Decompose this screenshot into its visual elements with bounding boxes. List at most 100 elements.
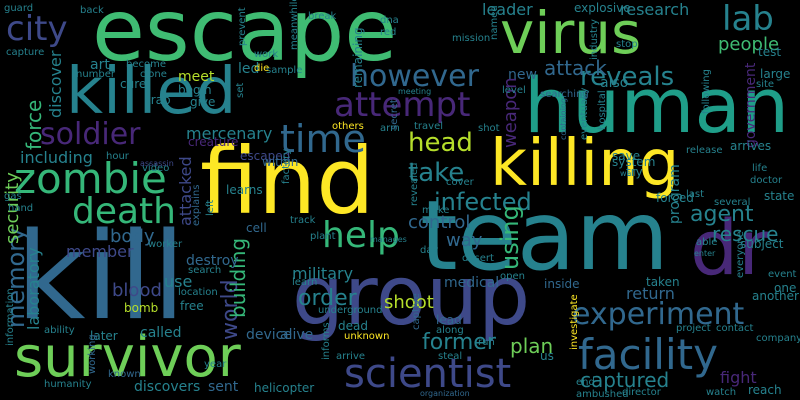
- word-along: along: [436, 325, 464, 336]
- word-eventually: eventually: [579, 87, 590, 140]
- word-event: event: [768, 269, 797, 280]
- word-plan: plan: [510, 334, 554, 358]
- word-take: take: [408, 158, 465, 188]
- word-killed: killed: [66, 55, 237, 129]
- word-shot: shot: [478, 123, 500, 134]
- word-government: government: [743, 62, 759, 148]
- word-track: track: [290, 215, 316, 226]
- word-creature: creature: [188, 135, 239, 149]
- word-investigate: investigate: [569, 294, 580, 350]
- word-mission: mission: [452, 33, 491, 44]
- word-ambushed: ambushed: [576, 389, 629, 400]
- word-project: project: [676, 323, 711, 334]
- word-industry: industry: [589, 19, 600, 60]
- word-site: site: [756, 79, 775, 90]
- word-guard: guard: [4, 3, 34, 14]
- word-group: group: [292, 249, 531, 344]
- word-open: open: [500, 271, 525, 282]
- word-red: red: [380, 27, 397, 38]
- word-people: people: [718, 34, 780, 55]
- word-capture: capture: [6, 47, 45, 58]
- word-shoot: shoot: [384, 292, 434, 313]
- word-free: free: [180, 299, 204, 313]
- word-discover: discover: [46, 50, 65, 118]
- word-everyone: everyone: [735, 231, 746, 278]
- word-hospital: hospital: [597, 90, 608, 130]
- word-try: try: [626, 165, 643, 179]
- word-worker: worker: [148, 239, 183, 250]
- word-find: find: [200, 128, 375, 235]
- word-explains: explains: [191, 184, 202, 226]
- word-experiment: experiment: [572, 297, 745, 332]
- word-work: work: [254, 49, 279, 60]
- word-forced: forced: [656, 191, 694, 205]
- word-survivor: survivor: [14, 325, 241, 390]
- word-factory: factory: [281, 148, 292, 184]
- word-remaining: remaining: [351, 27, 365, 88]
- word-military: military: [292, 264, 354, 283]
- word-named: named: [489, 5, 500, 40]
- word-member: member: [66, 242, 134, 261]
- word-make: make: [422, 205, 450, 216]
- word-taken: taken: [646, 275, 680, 289]
- word-number: number: [76, 69, 116, 80]
- word-rescue: rescue: [712, 222, 779, 246]
- word-zombie: zombie: [14, 154, 167, 203]
- word-arrive: arrive: [336, 351, 366, 362]
- word-later: later: [90, 329, 118, 343]
- word-mercenary: mercenary: [186, 124, 273, 143]
- word-humanity: humanity: [44, 379, 92, 390]
- word-death: death: [72, 191, 176, 232]
- word-hand: hand: [8, 203, 34, 214]
- word-attempt: attempt: [334, 85, 471, 125]
- word-back: back: [80, 5, 104, 16]
- word-left: left: [205, 199, 216, 216]
- word-escaped: escaped: [240, 149, 291, 163]
- word-another: another: [752, 289, 799, 303]
- word-begin: begin: [178, 83, 212, 97]
- word-soldier: soldier: [40, 117, 141, 152]
- word-control: control: [408, 212, 471, 233]
- word-watch: watch: [706, 387, 737, 398]
- word-ability: ability: [44, 325, 75, 336]
- word-arrives: arrives: [730, 139, 772, 153]
- word-bomb: bomb: [124, 301, 159, 315]
- word-however: however: [350, 59, 479, 94]
- word-escape: escape: [92, 0, 398, 81]
- word-scientist: scientist: [344, 351, 512, 397]
- word-agent: agent: [690, 202, 754, 227]
- word-unknown: unknown: [344, 331, 390, 342]
- word-research: research: [620, 0, 690, 19]
- word-set: set: [235, 82, 246, 98]
- word-working: working: [87, 334, 98, 374]
- word-us: us: [540, 349, 554, 363]
- word-time: time: [280, 117, 366, 161]
- word-end: end: [576, 377, 595, 388]
- word-meanwhile: meanwhile: [289, 0, 300, 50]
- word-reveals: reveals: [580, 62, 675, 92]
- word-last: last: [686, 189, 705, 200]
- word-art: art: [90, 57, 110, 73]
- word-state: state: [764, 189, 795, 203]
- word-dna: dna: [380, 15, 399, 26]
- word-prevent: prevent: [237, 7, 248, 46]
- word-within: within: [262, 155, 299, 169]
- word-destroy: destroy: [186, 253, 239, 269]
- word-including: including: [20, 148, 93, 167]
- word-called: called: [140, 325, 182, 341]
- word-break: break: [308, 11, 337, 22]
- word-order: order: [298, 286, 357, 311]
- word-facility: facility: [578, 330, 718, 379]
- word-clone: clone: [140, 69, 167, 80]
- word-use: use: [164, 272, 193, 291]
- word-meeting: meeting: [398, 87, 432, 96]
- word-lab: lab: [722, 0, 774, 39]
- word-cure: cure: [120, 77, 147, 91]
- word-also: also: [600, 75, 629, 91]
- word-virus: virus: [500, 0, 642, 67]
- word-trap: trap: [146, 93, 171, 107]
- word-cell: cell: [246, 221, 267, 235]
- word-former: former: [422, 330, 496, 355]
- word-device: device: [246, 327, 292, 343]
- word-contact: contact: [716, 323, 754, 334]
